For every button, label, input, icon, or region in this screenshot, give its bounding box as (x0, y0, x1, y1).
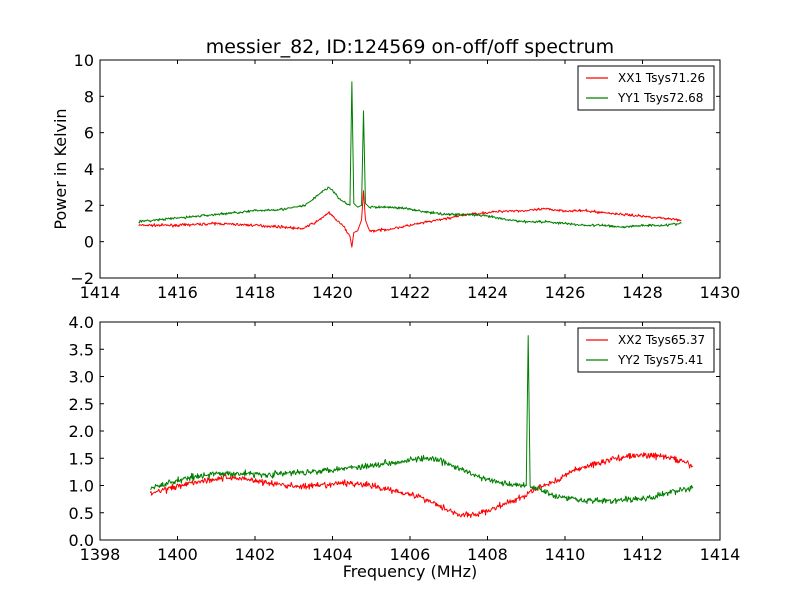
x-tick-label: 1414 (80, 283, 121, 302)
bottom-panel: Frequency (MHz) 1398 1400 1402 1404 1406 1408… (69, 313, 741, 581)
x-tick-label: 1422 (390, 283, 431, 302)
x-axis-label: Frequency (MHz) (343, 562, 477, 581)
y-tick-label: 0 (84, 233, 94, 252)
y-tick-label: 4 (84, 160, 94, 179)
bottom-plot-area: 1398 1400 1402 1404 1406 1408 1410 1412 1414 0.0 0… (69, 313, 741, 564)
y-tick-label: 6 (84, 124, 94, 143)
series-line-2 (150, 335, 694, 505)
x-tick-label: 1404 (312, 545, 353, 564)
legend: XX2 Tsys65.37 YY2 Tsys75.41 (577, 327, 715, 373)
y-tick-label: 0.0 (69, 531, 94, 550)
top-panel: messier_82, ID:124569 on-off/off spectru… (51, 36, 740, 302)
y-tick-label: 4.0 (69, 313, 94, 332)
series-line-2 (138, 81, 682, 229)
x-tick-label: 1424 (467, 283, 508, 302)
chart-title: messier_82, ID:124569 on-off/off spectru… (206, 36, 614, 58)
top-plot-area: 1414 1416 1418 1420 1422 1424 1426 1428 1430 −2 0 2… (70, 51, 740, 302)
x-tick-label: 1398 (80, 545, 121, 564)
series-line-1 (149, 452, 693, 519)
x-tick-label: 1420 (312, 283, 353, 302)
y-tick-label: 8 (84, 87, 94, 106)
y-tick-label: 10 (74, 51, 94, 70)
y-tick-label: 0.5 (69, 504, 94, 523)
y-tick-label: 1.0 (69, 477, 94, 496)
y-tick-label: 2.5 (69, 395, 94, 414)
legend-entry-1: XX1 Tsys71.26 (618, 71, 705, 85)
x-tick-label: 1430 (700, 283, 741, 302)
x-tick-label: 1416 (157, 283, 198, 302)
y-tick-label: 2.0 (69, 422, 94, 441)
series-line-1 (138, 190, 682, 248)
x-tick-label: 1400 (157, 545, 198, 564)
x-tick-label: 1426 (545, 283, 586, 302)
x-tick-label: 1414 (700, 545, 741, 564)
y-tick-label: −2 (70, 269, 94, 288)
x-tick-label: 1418 (235, 283, 276, 302)
x-tick-label: 1410 (545, 545, 586, 564)
y-tick-label: 3.0 (69, 368, 94, 387)
y-tick-label: 3.5 (69, 340, 94, 359)
legend-entry-2: YY1 Tsys72.68 (617, 91, 703, 105)
x-tick-label: 1412 (622, 545, 663, 564)
legend-entry-1: XX2 Tsys65.37 (618, 333, 705, 347)
legend-box (577, 327, 715, 373)
legend: XX1 Tsys71.26 YY1 Tsys72.68 (577, 65, 715, 111)
x-tick-label: 1402 (235, 545, 276, 564)
legend-box (577, 65, 715, 111)
y-tick-label: 2 (84, 196, 94, 215)
x-tick-label: 1428 (622, 283, 663, 302)
x-tick-label: 1406 (390, 545, 431, 564)
y-axis-label: Power in Kelvin (51, 108, 70, 229)
x-tick-label: 1408 (467, 545, 508, 564)
legend-entry-2: YY2 Tsys75.41 (617, 353, 703, 367)
y-tick-label: 1.5 (69, 449, 94, 468)
